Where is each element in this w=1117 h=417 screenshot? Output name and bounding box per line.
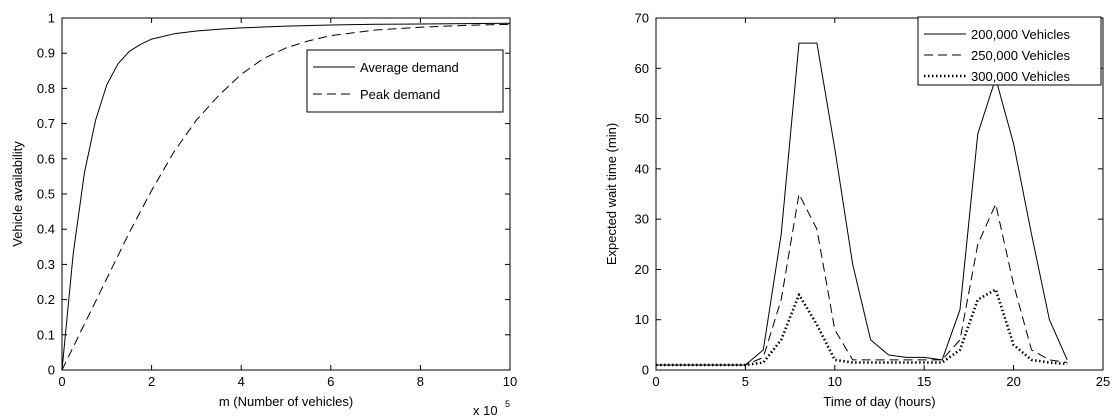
x-tick-label: 0 — [58, 374, 65, 389]
legend: 200,000 Vehicles 250,000 Vehicles 300,000 … — [917, 16, 1102, 86]
legend: Average demand Peak demand — [306, 49, 504, 113]
legend-box — [306, 49, 504, 113]
series-line-dashed — [61, 23, 511, 371]
legend-entry-label: 300,000 Vehicles — [971, 69, 1071, 84]
x-tick-label: 4 — [238, 374, 245, 389]
series-line-solid — [61, 22, 511, 371]
legend-box — [917, 16, 1102, 86]
x-tick-label: 15 — [917, 374, 931, 389]
y-tick-label: 50 — [635, 111, 649, 126]
x-tick-label: 0 — [652, 374, 659, 389]
plot-frame — [655, 17, 1104, 371]
y-tick-label: 0.3 — [37, 257, 55, 272]
y-axis-label: Expected wait time (min) — [604, 123, 619, 265]
legend-entry-label: Peak demand — [360, 87, 440, 102]
y-axis-label: Vehicle availability — [10, 141, 25, 247]
y-tick-label: 0 — [48, 363, 55, 378]
chart-panel-2: 0 5 10 15 20 25 0 10 20 30 40 50 60 70 Time of day (ho… — [604, 11, 1110, 410]
y-tick-label: 0.4 — [37, 222, 55, 237]
y-tick-label: 0.6 — [37, 151, 55, 166]
x-tick-label: 10 — [828, 374, 842, 389]
y-tick-label: 40 — [635, 161, 649, 176]
y-tick-label: 0.1 — [37, 327, 55, 342]
x-axis-label: Time of day (hours) — [823, 394, 935, 409]
legend-entry-label: 250,000 Vehicles — [971, 48, 1071, 63]
series-line-dotted — [656, 288, 1068, 367]
x-tick-label: 6 — [327, 374, 334, 389]
y-tick-label: 0 — [642, 363, 649, 378]
y-tick-label: 0.5 — [37, 187, 55, 202]
x-tick-label: 20 — [1006, 374, 1020, 389]
y-tick-label: 10 — [635, 312, 649, 327]
x-tick-label: 5 — [742, 374, 749, 389]
legend-entry-label: Average demand — [360, 60, 459, 75]
y-tick-label: 20 — [635, 262, 649, 277]
y-tick-label: 70 — [635, 11, 649, 26]
x-axis-multiplier-exponent: 5 — [505, 399, 510, 409]
x-axis-multiplier: x 10 — [473, 403, 498, 417]
x-axis-label: m (Number of vehicles) — [219, 394, 353, 409]
x-tick-label: 10 — [503, 374, 517, 389]
y-tick-label: 0.9 — [37, 46, 55, 61]
legend-entry-label: 200,000 Vehicles — [971, 27, 1071, 42]
y-tick-label: 0.8 — [37, 81, 55, 96]
x-tick-label: 2 — [148, 374, 155, 389]
y-tick-label: 0.2 — [37, 292, 55, 307]
y-tick-label: 1 — [48, 11, 55, 26]
series-line-solid — [656, 42, 1068, 366]
y-tick-label: 60 — [635, 61, 649, 76]
x-tick-label: 8 — [417, 374, 424, 389]
chart-panel-1: 0 2 4 6 8 10 0 0.1 0.2 0.3 0.4 0.5 0.6 0.7 0.8 0.9 1 m (N… — [10, 11, 517, 417]
y-tick-label: 30 — [635, 212, 649, 227]
x-tick-label: 25 — [1096, 374, 1110, 389]
y-tick-label: 0.7 — [37, 116, 55, 131]
series-line-dashed — [656, 193, 1068, 366]
